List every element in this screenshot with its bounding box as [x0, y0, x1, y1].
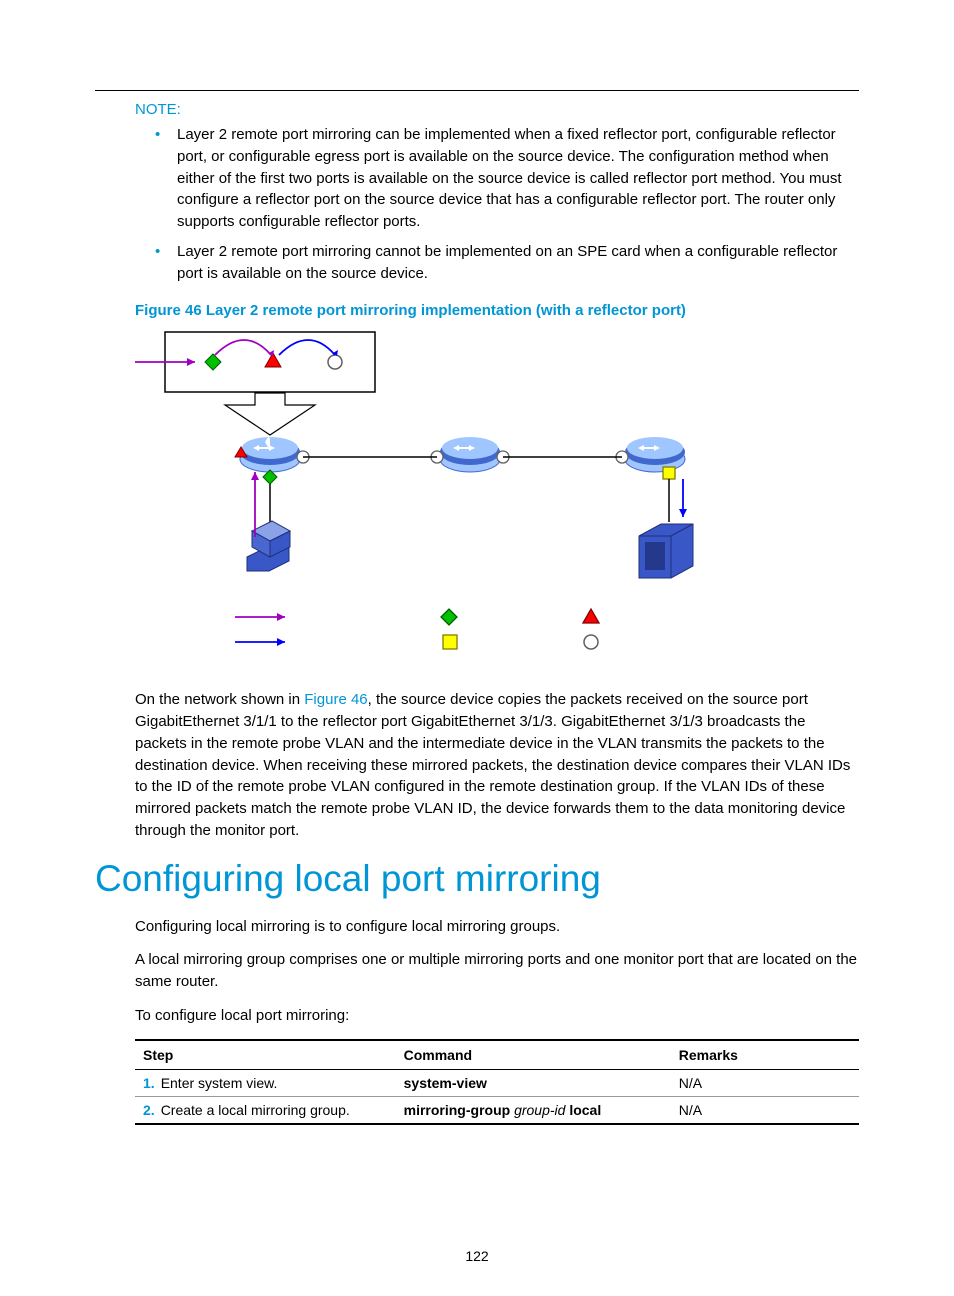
note-list: Layer 2 remote port mirroring can be imp…	[155, 124, 859, 284]
cmd-text: mirroring-group	[404, 1102, 514, 1118]
config-table: Step Command Remarks 1.Enter system view…	[135, 1039, 859, 1125]
intro-para: A local mirroring group comprises one or…	[135, 949, 859, 993]
section-heading: Configuring local port mirroring	[95, 858, 859, 900]
step-num: 1.	[143, 1075, 161, 1091]
para-prefix: On the network shown in	[135, 691, 304, 708]
remarks-text: N/A	[671, 1069, 859, 1096]
figure-description: On the network shown in Figure 46, the s…	[135, 689, 859, 841]
figure-46	[135, 327, 859, 667]
step-num: 2.	[143, 1102, 161, 1118]
cmd-text: system-view	[404, 1075, 487, 1091]
remarks-text: N/A	[671, 1096, 859, 1124]
step-text: Enter system view.	[161, 1075, 278, 1091]
intro-para: Configuring local mirroring is to config…	[135, 916, 859, 938]
step-text: Create a local mirroring group.	[161, 1102, 350, 1118]
cmd-text: local	[565, 1102, 601, 1118]
intro-para: To configure local port mirroring:	[135, 1005, 859, 1027]
note-item: Layer 2 remote port mirroring can be imp…	[155, 124, 859, 233]
col-step: Step	[135, 1040, 396, 1070]
note-label: NOTE:	[135, 101, 859, 118]
cmd-arg: group-id	[514, 1102, 565, 1118]
figure-caption: Figure 46 Layer 2 remote port mirroring …	[135, 302, 859, 319]
top-rule	[95, 90, 859, 91]
para-rest: , the source device copies the packets r…	[135, 691, 850, 839]
col-command: Command	[396, 1040, 671, 1070]
page-number: 122	[0, 1248, 954, 1264]
table-row: 2.Create a local mirroring group. mirror…	[135, 1096, 859, 1124]
figure-46-link[interactable]: Figure 46	[304, 691, 367, 708]
table-row: 1.Enter system view. system-view N/A	[135, 1069, 859, 1096]
col-remarks: Remarks	[671, 1040, 859, 1070]
note-item: Layer 2 remote port mirroring cannot be …	[155, 241, 859, 285]
